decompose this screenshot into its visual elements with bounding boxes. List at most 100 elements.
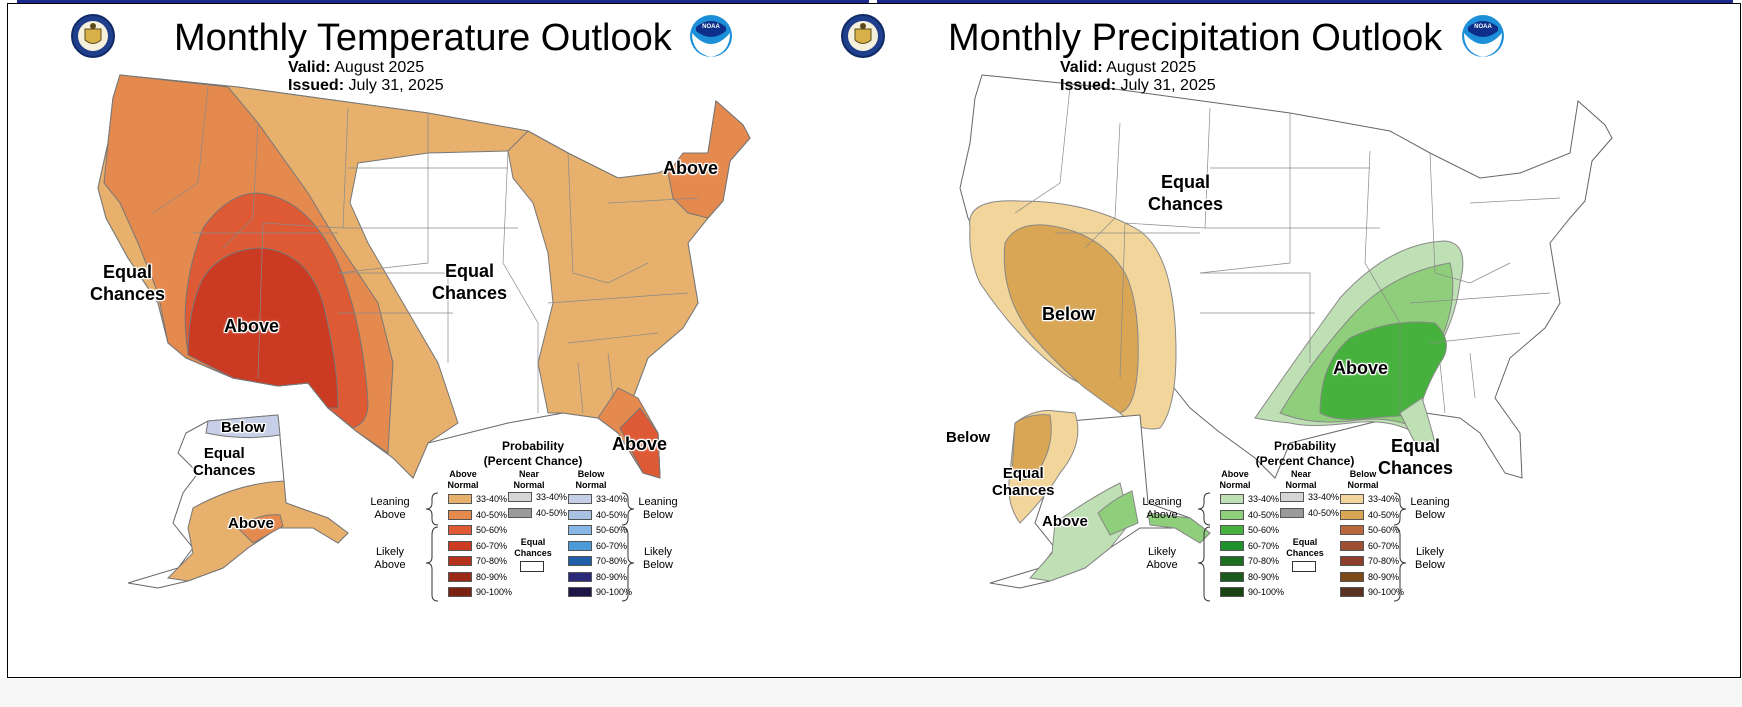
legend-range-near: 33-40% <box>1308 492 1340 502</box>
legend-swatch-near <box>1280 507 1304 518</box>
page-bottom-strip <box>0 679 1742 707</box>
legend-title: Probability (Percent Chance) <box>1255 439 1355 468</box>
temperature-legend: Probability (Percent Chance) Above Normal… <box>368 439 698 609</box>
svg-text:NOAA: NOAA <box>1474 24 1492 30</box>
legend-range-below: 50-60% <box>596 525 628 535</box>
issued-label: Issued: <box>1060 77 1117 94</box>
precipitation-legend: Probability (Percent Chance) Above Normal… <box>1140 439 1470 609</box>
map-label-alaska-below: Below <box>946 429 991 446</box>
legend-brace <box>1197 526 1211 602</box>
window-top-bar <box>877 0 1733 3</box>
legend-range-below: 50-60% <box>1368 525 1400 535</box>
legend-swatch-near <box>508 492 532 502</box>
legend-range-above: 50-60% <box>1248 525 1280 535</box>
legend-equal-chances: Equal Chances <box>514 537 552 558</box>
legend-swatch-above <box>448 556 472 566</box>
legend-col-below: Below Normal <box>575 469 607 490</box>
map-label-rockies-below: Below <box>1042 304 1096 324</box>
window-top-bar <box>17 0 869 3</box>
legend-likely-above: Likely Above <box>374 546 406 571</box>
map-label-alaska-equal: Equal Chances <box>193 445 256 479</box>
legend-swatch-above <box>1220 525 1244 535</box>
legend-brace <box>425 526 439 602</box>
legend-swatch-above <box>1220 556 1244 566</box>
legend-col-below: Below Normal <box>1347 469 1379 490</box>
legend-range-below: 33-40% <box>1368 494 1400 504</box>
temp-above-40-northeast <box>667 100 751 219</box>
temperature-title: Monthly Temperature Outlook <box>174 17 672 59</box>
legend-swatch-above <box>448 525 472 535</box>
precip-above-33-florida <box>1399 397 1436 444</box>
legend-swatch-near <box>1280 492 1304 502</box>
legend-swatch-above <box>448 509 472 520</box>
map-label-southwest-above: Above <box>224 316 280 336</box>
legend-swatch-below <box>1340 540 1364 551</box>
legend-range-below: 90-100% <box>596 587 633 597</box>
legend-range-above: 90-100% <box>1248 587 1285 597</box>
legend-swatch-above <box>1220 587 1244 597</box>
legend-range-below: 40-50% <box>1368 509 1400 520</box>
legend-range-above: 33-40% <box>476 494 508 504</box>
legend-range-below: 80-90% <box>596 571 628 582</box>
legend-col-above: Above Normal <box>447 469 479 490</box>
legend-range-above: 60-70% <box>476 540 508 551</box>
legend-swatch-above <box>448 494 472 504</box>
map-label-alaska-below: Below <box>221 419 266 436</box>
valid-label: Valid: <box>1060 59 1103 76</box>
issued-label: Issued: <box>288 77 345 94</box>
legend-range-above: 70-80% <box>1248 556 1280 566</box>
precip-above-50 <box>1319 321 1447 420</box>
legend-swatch-below <box>568 571 592 582</box>
map-label-northeast-above: Above <box>663 158 719 178</box>
temperature-valid: Valid: August 2025 <box>288 59 424 77</box>
legend-equal-chances: Equal Chances <box>1286 537 1324 558</box>
legend-brace <box>1197 492 1211 526</box>
map-label-florida-above: Above <box>612 434 668 454</box>
legend-swatch-below <box>1340 587 1364 597</box>
legend-range-below: 80-90% <box>1368 571 1400 582</box>
valid-label: Valid: <box>288 59 331 76</box>
alaska-below-40 <box>1011 414 1052 480</box>
map-label-north-equal: Equal Chances <box>1148 172 1224 214</box>
legend-equal-chances-swatch <box>1292 561 1316 572</box>
alaska-above-40 <box>237 514 284 544</box>
legend-range-above: 33-40% <box>1248 494 1280 504</box>
legend-swatch-below <box>1340 509 1364 520</box>
temp-above-50-florida <box>619 407 661 479</box>
legend-likely-below: Likely Below <box>1415 546 1445 571</box>
map-frame <box>7 3 1741 678</box>
map-label-west-equal: Equal Chances <box>90 262 166 304</box>
valid-value: August 2025 <box>1106 59 1197 76</box>
legend-col-near: Near Normal <box>513 469 545 490</box>
alaska-above-40 <box>1097 490 1139 536</box>
map-label-alaska-equal: Equal Chances <box>992 465 1055 499</box>
legend-range-above: 40-50% <box>476 509 508 520</box>
legend-range-below: 60-70% <box>596 540 628 551</box>
map-label-alaska-above: Above <box>228 515 274 532</box>
legend-swatch-below <box>1340 525 1364 535</box>
legend-range-above: 70-80% <box>476 556 508 566</box>
temperature-outlook-panel: Monthly Temperature Outlook Valid: Augus… <box>8 3 876 675</box>
legend-likely-below: Likely Below <box>643 546 673 571</box>
legend-title: Probability (Percent Chance) <box>483 439 583 468</box>
legend-swatch-above <box>1220 494 1244 504</box>
legend-swatch-above <box>448 571 472 582</box>
legend-range-near: 40-50% <box>1308 507 1340 518</box>
precip-below-40 <box>1003 224 1139 414</box>
state-boundaries <box>1014 86 1561 414</box>
temperature-map <box>97 74 751 589</box>
valid-value: August 2025 <box>334 59 425 76</box>
legend-swatch-below <box>568 587 592 597</box>
legend-range-above: 50-60% <box>476 525 508 535</box>
legend-brace <box>425 492 439 526</box>
temperature-issued: Issued: July 31, 2025 <box>288 77 444 95</box>
precipitation-issued: Issued: July 31, 2025 <box>1060 77 1216 95</box>
map-label-florida-equal: Equal Chances <box>1378 436 1454 478</box>
map-label-alaska-above: Above <box>1042 513 1088 530</box>
noaa-logo-icon: NOAA <box>690 15 732 57</box>
legend-likely-above: Likely Above <box>1146 546 1178 571</box>
legend-range-below: 40-50% <box>596 509 628 520</box>
precipitation-title: Monthly Precipitation Outlook <box>948 17 1443 59</box>
legend-swatch-below <box>568 556 592 566</box>
svg-text:NOAA: NOAA <box>702 24 720 30</box>
